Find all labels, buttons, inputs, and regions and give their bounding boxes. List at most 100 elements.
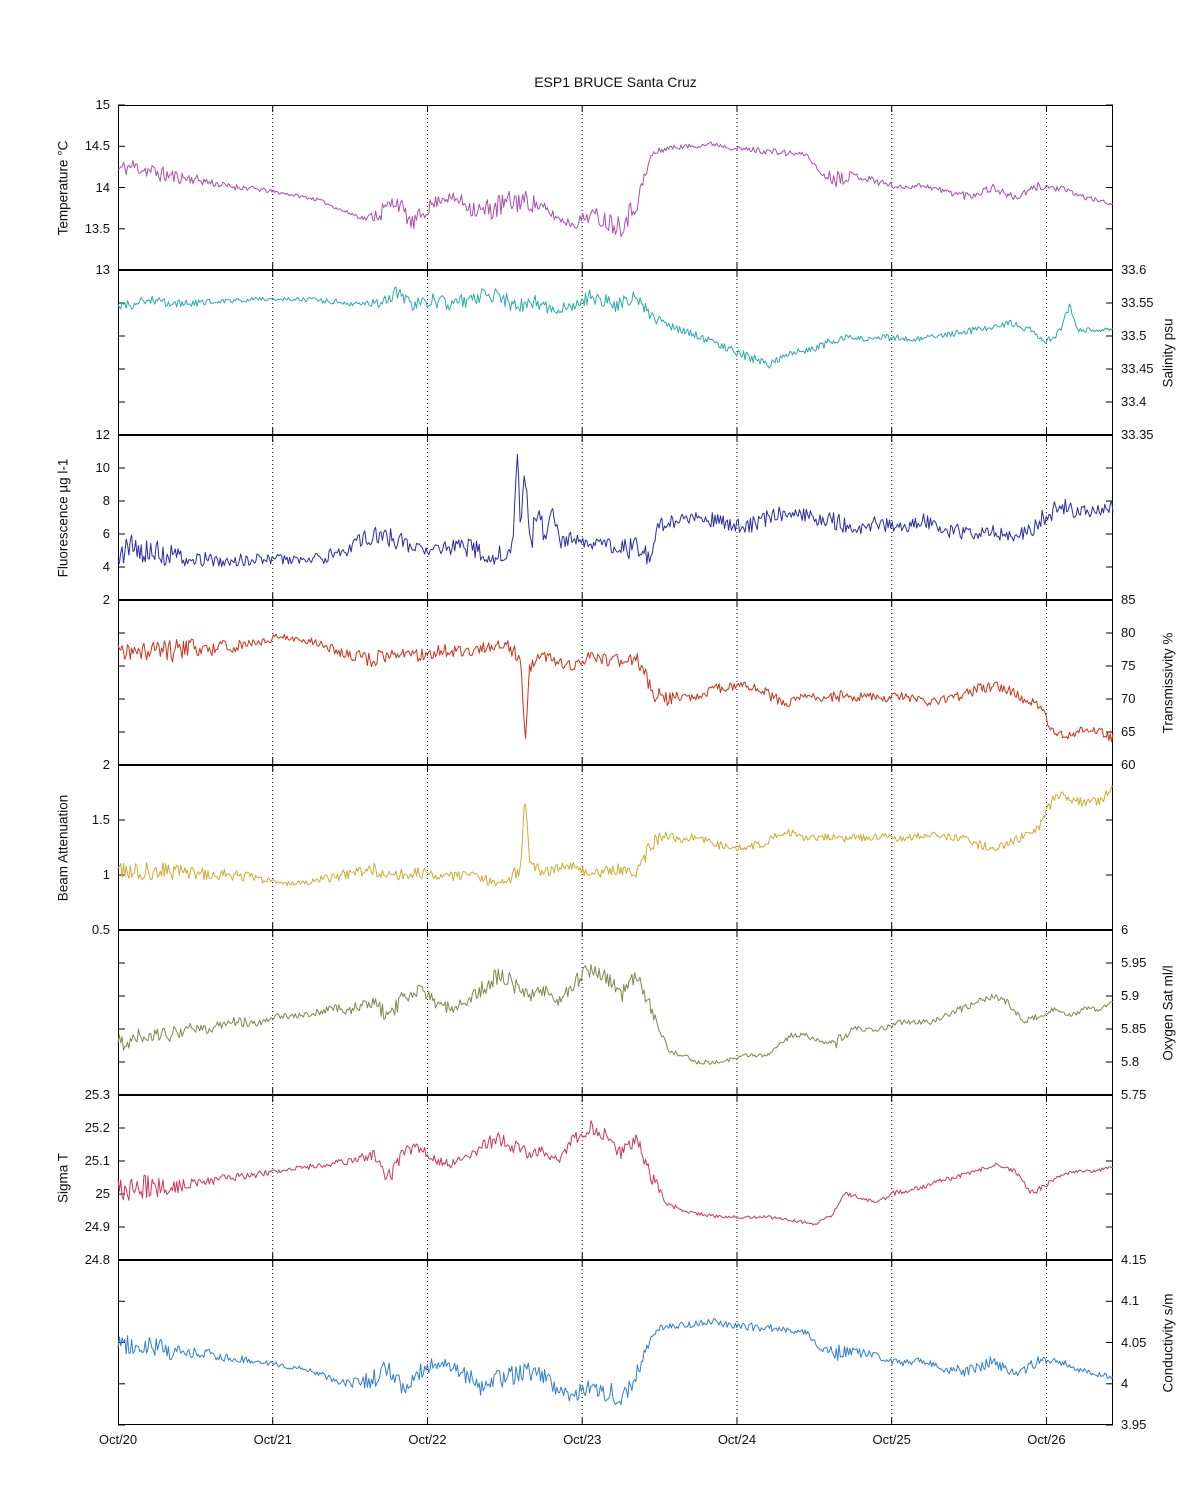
y-tick-label-temperature: 15 xyxy=(95,97,110,112)
day-gridlines xyxy=(272,1261,1047,1424)
y-tick-label-conductivity: 4 xyxy=(1121,1375,1129,1391)
axis-ticks xyxy=(118,1259,1113,1426)
y-tick-label-sigma-t: 24.9 xyxy=(84,1219,110,1234)
y-tick-label-oxygen-sat: 5.85 xyxy=(1121,1021,1147,1036)
panel-border xyxy=(118,435,1113,600)
transmissivity-series-line xyxy=(117,633,1114,743)
y-tick-label-conductivity: 4.1 xyxy=(1121,1293,1140,1309)
y-tick-label-sigma-t: 24.8 xyxy=(84,1252,110,1267)
axis-ticks xyxy=(118,599,1113,766)
y-tick-label-conductivity: 3.95 xyxy=(1121,1417,1147,1432)
axis-ticks xyxy=(118,1094,1113,1261)
conductivity-plot-area xyxy=(117,1259,1114,1426)
y-tick-label-salinity: 33.45 xyxy=(1121,361,1154,376)
y-tick-label-conductivity: 4.05 xyxy=(1121,1334,1147,1350)
fluorescence-plot-area xyxy=(117,434,1114,601)
y-axis-label-fluorescence: Fluorescence µg l-1 xyxy=(55,458,71,577)
y-tick-label-oxygen-sat: 5.9 xyxy=(1121,988,1140,1003)
y-tick-label-salinity: 33.55 xyxy=(1121,295,1154,310)
sigma-t-plot-area xyxy=(117,1094,1114,1261)
panel-border xyxy=(118,930,1113,1095)
fluorescence-series-line xyxy=(117,453,1114,568)
y-tick-label-beam-attenuation: 1.5 xyxy=(91,812,110,827)
axis-ticks xyxy=(118,434,1113,601)
y-tick-label-fluorescence: 10 xyxy=(95,460,110,475)
y-tick-label-beam-attenuation: 2 xyxy=(102,757,110,772)
y-tick-label-fluorescence: 2 xyxy=(102,592,110,607)
y-tick-label-transmissivity: 75 xyxy=(1121,658,1136,673)
panel-oxygen-sat: 5.75 5.8 5.85 5.9 5.95 6 Oxygen Sat ml/l xyxy=(117,922,1176,1102)
y-axis-label-conductivity: Conductivity s/m xyxy=(1160,1292,1176,1393)
y-tick-label-oxygen-sat: 5.95 xyxy=(1121,955,1147,970)
y-tick-label-sigma-t: 25 xyxy=(95,1186,110,1201)
day-gridlines xyxy=(272,766,1047,929)
y-tick-label-temperature: 13 xyxy=(95,262,110,277)
y-tick-label-sigma-t: 25.1 xyxy=(84,1153,110,1168)
y-tick-label-beam-attenuation: 0.5 xyxy=(91,922,110,937)
y-tick-label-transmissivity: 80 xyxy=(1121,625,1136,640)
y-tick-label-transmissivity: 85 xyxy=(1121,592,1136,607)
salinity-plot-area xyxy=(117,269,1114,436)
sigma-t-series-line xyxy=(117,1120,1114,1226)
axis-ticks xyxy=(118,764,1113,931)
y-axis-label-oxygen-sat: Oxygen Sat ml/l xyxy=(1160,964,1176,1061)
panel-transmissivity: 60 65 70 75 80 85 Transmissivity % xyxy=(117,592,1176,772)
beam-attenuation-series-line xyxy=(117,785,1114,887)
y-tick-label-temperature: 14 xyxy=(95,179,110,195)
axis-ticks xyxy=(118,269,1113,436)
day-gridlines xyxy=(272,601,1047,764)
day-gridlines xyxy=(272,1096,1047,1259)
x-tick-label: Oct/21 xyxy=(253,1432,292,1447)
y-tick-label-transmissivity: 60 xyxy=(1121,757,1136,772)
salinity-series-line xyxy=(117,286,1114,369)
panel-border xyxy=(118,600,1113,765)
x-tick-label: Oct/20 xyxy=(98,1432,138,1447)
axis-ticks xyxy=(118,929,1113,1096)
y-tick-label-fluorescence: 6 xyxy=(102,526,110,541)
y-tick-label-temperature: 14.5 xyxy=(84,138,110,154)
x-tick-label: Oct/23 xyxy=(563,1432,602,1447)
panel-fluorescence: 2 4 6 8 10 12 Fluorescence µg l-1 xyxy=(56,427,1114,607)
y-tick-label-sigma-t: 25.3 xyxy=(84,1087,110,1102)
panel-border xyxy=(118,1260,1113,1425)
y-axis-label-salinity: Salinity psu xyxy=(1160,317,1176,388)
y-tick-label-temperature: 13.5 xyxy=(84,220,110,236)
transmissivity-plot-area xyxy=(117,599,1114,766)
y-tick-label-salinity: 33.4 xyxy=(1121,394,1147,409)
y-tick-label-oxygen-sat: 5.8 xyxy=(1121,1054,1140,1069)
chart-title: ESP1 BRUCE Santa Cruz xyxy=(534,74,697,90)
y-tick-label-salinity: 33.35 xyxy=(1121,427,1154,442)
y-tick-label-transmissivity: 65 xyxy=(1121,724,1136,739)
y-tick-label-oxygen-sat: 5.75 xyxy=(1121,1087,1147,1102)
temperature-plot-area xyxy=(117,104,1114,271)
panel-sigma-t: 24.8 24.9 25 25.1 25.2 25.3 Sigma T xyxy=(56,1087,1114,1267)
panel-border xyxy=(118,105,1113,270)
y-tick-label-sigma-t: 25.2 xyxy=(84,1120,110,1135)
beam-attenuation-plot-area xyxy=(117,764,1114,931)
y-tick-label-oxygen-sat: 6 xyxy=(1121,922,1129,937)
y-axis-label-beam-attenuation: Beam Attenuation xyxy=(55,794,71,901)
y-axis-label-sigma-t: Sigma T xyxy=(55,1152,71,1203)
oxygen-sat-series-line xyxy=(117,964,1114,1065)
panel-border xyxy=(118,270,1113,435)
x-tick-label: Oct/24 xyxy=(717,1432,757,1447)
y-tick-label-transmissivity: 70 xyxy=(1121,691,1136,706)
axis-ticks xyxy=(118,104,1113,271)
panel-border xyxy=(118,1095,1113,1260)
x-tick-label: Oct/26 xyxy=(1027,1432,1066,1447)
oxygen-sat-plot-area xyxy=(117,929,1114,1096)
y-tick-label-conductivity: 4.15 xyxy=(1121,1252,1147,1267)
panel-border xyxy=(118,765,1113,930)
temperature-series-line xyxy=(117,141,1114,238)
y-tick-label-fluorescence: 8 xyxy=(102,493,110,508)
panel-conductivity: 3.95 4 4.05 4.1 4.15 Conductivity s/m xyxy=(117,1252,1176,1432)
y-axis-label-transmissivity: Transmissivity % xyxy=(1160,632,1176,733)
y-tick-label-fluorescence: 12 xyxy=(95,427,110,442)
y-tick-label-salinity: 33.6 xyxy=(1121,262,1147,277)
day-gridlines xyxy=(272,436,1047,599)
y-tick-label-fluorescence: 4 xyxy=(102,559,110,574)
conductivity-series-line xyxy=(117,1318,1114,1406)
y-tick-label-beam-attenuation: 1 xyxy=(102,867,110,882)
y-axis-label-temperature: Temperature °C xyxy=(55,140,71,235)
